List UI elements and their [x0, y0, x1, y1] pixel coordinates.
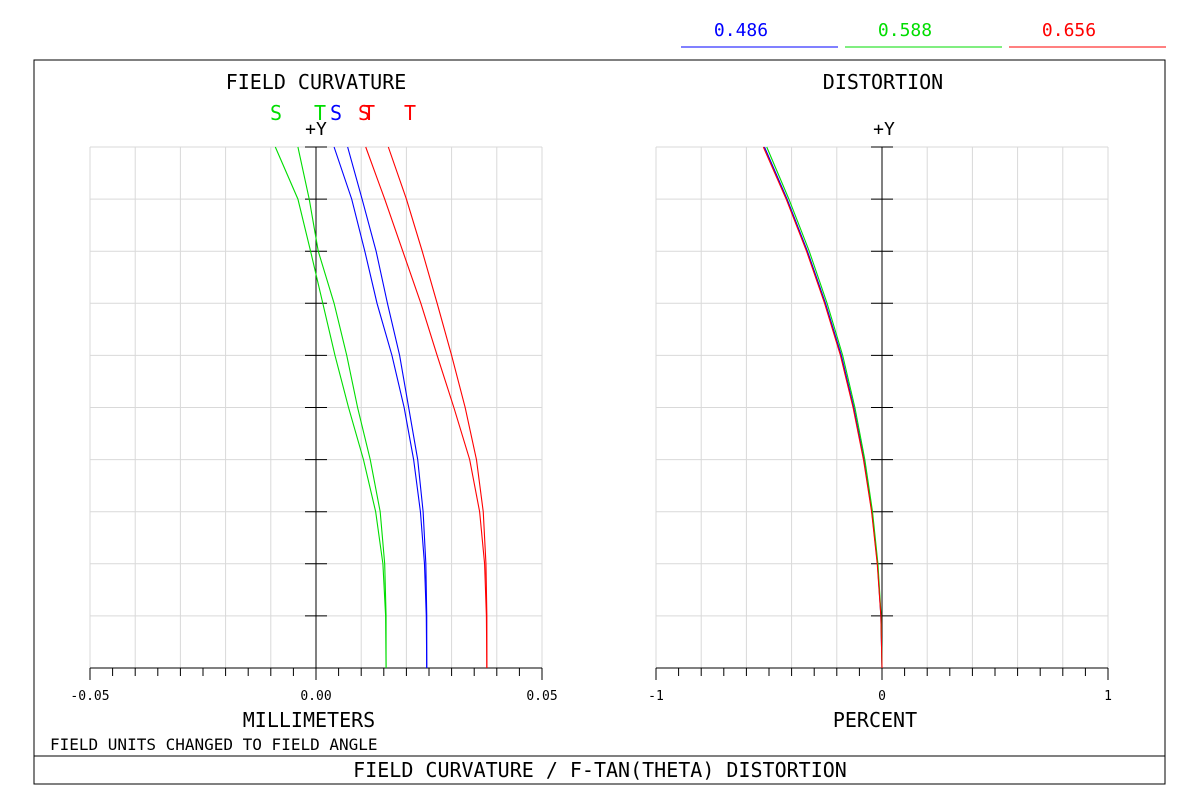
distortion-y-axis-label: +Y — [873, 119, 895, 140]
distortion-title: DISTORTION — [823, 70, 943, 94]
fc-series-line — [333, 146, 428, 669]
dist-xtick-label: -1 — [648, 689, 664, 704]
fc-series-line — [347, 146, 428, 668]
fc-series-line — [274, 146, 387, 669]
surface-label: T — [314, 101, 326, 125]
field-units-note: FIELD UNITS CHANGED TO FIELD ANGLE — [50, 735, 378, 754]
legend-label-0588: 0.588 — [878, 20, 932, 41]
fc-xtick-label: 0.00 — [300, 689, 331, 704]
field-curvature-title: FIELD CURVATURE — [226, 70, 407, 94]
surface-labels: S T S S T T — [270, 101, 416, 125]
field-curvature-plot — [89, 146, 543, 680]
field-curvature-x-axis-label: MILLIMETERS — [243, 708, 375, 732]
surface-label: T — [404, 101, 416, 125]
surface-label: S — [270, 101, 282, 125]
legend-label-0656: 0.656 — [1042, 20, 1096, 41]
plot-frame — [33, 59, 1166, 785]
wavelength-legend: 0.486 0.588 0.656 — [681, 20, 1166, 48]
fc-xtick-label: -0.05 — [70, 689, 109, 704]
distortion-x-axis-label: PERCENT — [833, 708, 917, 732]
dist-series-line — [762, 146, 883, 669]
dist-xtick-label: 0 — [878, 689, 886, 704]
fc-series-line — [365, 146, 488, 669]
figure-title: FIELD CURVATURE / F-TAN(THETA) DISTORTIO… — [353, 758, 847, 782]
distortion-plot — [655, 146, 1109, 680]
fc-xtick-label: 0.05 — [526, 689, 557, 704]
legend-label-0486: 0.486 — [714, 20, 768, 41]
fc-series-line — [297, 146, 387, 668]
fc-series-line — [387, 146, 488, 668]
surface-label: S — [330, 101, 342, 125]
dist-xtick-label: 1 — [1104, 689, 1112, 704]
field-curvature-y-axis-label: +Y — [305, 119, 327, 140]
surface-label: T — [363, 101, 375, 125]
surface-label: S — [358, 101, 370, 125]
